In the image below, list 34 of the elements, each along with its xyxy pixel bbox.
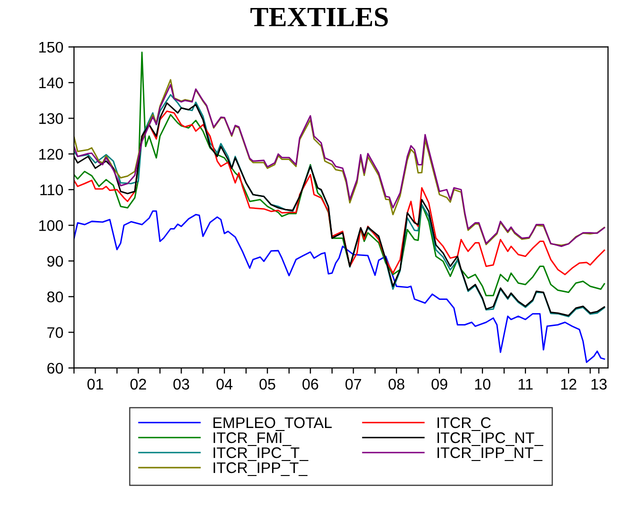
y-tick-label: 100 [39,220,63,231]
y-tick-label: 90 [47,256,63,267]
legend-label: ITCR_C [438,417,491,431]
x-tick-label: 10 [475,378,490,390]
y-tick-label: 80 [47,292,63,302]
x-tick-label: 11 [518,378,533,390]
x-tick-label: 01 [87,378,104,390]
y-tick-label: 70 [47,327,63,338]
line-series [74,52,606,296]
chart-title: TEXTILES [250,8,388,26]
x-tick-label: 04 [216,378,232,390]
x-tick-label: 03 [173,378,190,390]
legend-label: ITCR_IPP_NT_ [438,447,542,461]
y-tick-label: 110 [40,184,63,196]
x-tick-label: 05 [259,378,276,390]
x-tick-label: 12 [561,378,576,390]
x-tick-label: 09 [432,378,448,390]
legend-label: ITCR_IPC_NT_ [438,432,544,446]
x-tick-label: 07 [345,378,362,390]
line-series [74,210,606,363]
y-tick-label: 120 [39,148,63,160]
legend-label: ITCR_FMI_ [214,432,292,446]
y-tick-label: 150 [39,42,63,53]
x-tick-label: 02 [130,378,146,390]
x-tick-label: 08 [388,378,404,390]
y-tick-label: 60 [47,362,63,374]
x-tick-label: 06 [302,378,318,390]
line-series [74,110,606,276]
x-tick-label: 13 [591,378,607,390]
y-tick-label: 130 [39,113,63,124]
legend-label: ITCR_IPP_T_ [214,462,308,476]
y-tick-label: 140 [39,77,63,88]
legend-label: ITCR_IPC_T_ [214,447,308,461]
legend-label: EMPLEO_TOTAL [213,417,332,431]
